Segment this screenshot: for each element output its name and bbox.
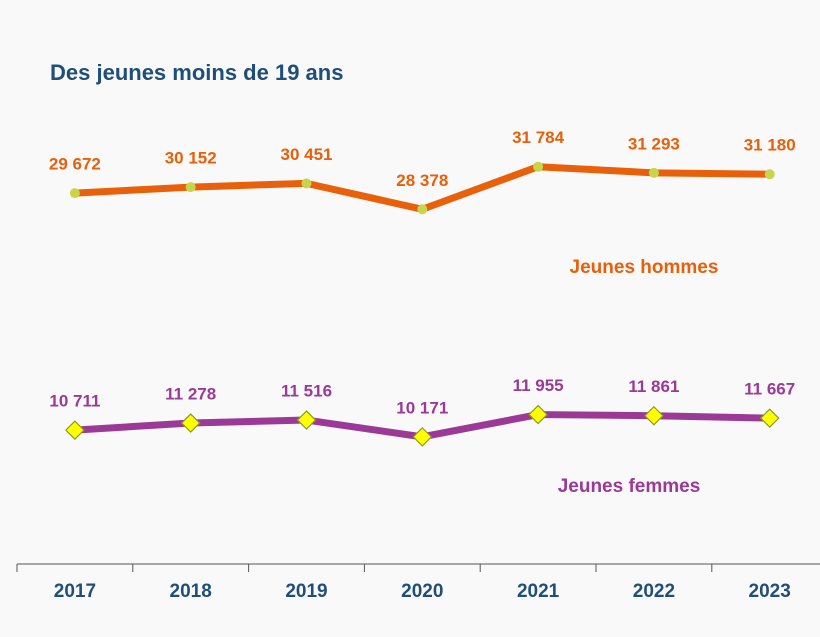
data-label: 28 378 (396, 171, 448, 190)
x-tick-label: 2020 (401, 581, 443, 602)
data-label: 11 955 (513, 376, 564, 395)
data-label: 10 711 (49, 392, 100, 411)
x-tick-label: 2019 (285, 581, 327, 602)
marker (180, 413, 201, 433)
data-label: 30 152 (165, 149, 217, 168)
data-label: 11 861 (628, 377, 679, 396)
marker (759, 408, 780, 429)
data-label: 30 451 (281, 145, 333, 164)
x-tick-label: 2022 (633, 581, 675, 602)
marker (69, 188, 80, 199)
data-label: 31 293 (628, 134, 680, 153)
data-label: 11 667 (744, 380, 795, 399)
marker (301, 178, 312, 189)
marker (764, 169, 775, 180)
marker (648, 167, 659, 178)
data-label: 29 672 (49, 155, 101, 174)
marker (644, 405, 664, 426)
data-label: 11 516 (281, 382, 332, 401)
data-label: 11 278 (165, 385, 216, 404)
x-tick-label: 2017 (54, 581, 96, 602)
marker (185, 182, 196, 193)
marker (65, 420, 85, 440)
x-tick-label: 2021 (517, 581, 560, 602)
chart-title: Des jeunes moins de 19 ans (50, 60, 343, 85)
marker (412, 427, 433, 447)
data-label: 31 180 (744, 136, 796, 155)
data-label: 31 784 (512, 128, 565, 147)
marker (533, 161, 544, 172)
data-label: 10 171 (396, 398, 448, 417)
x-tick-label: 2018 (170, 581, 212, 602)
marker (417, 204, 428, 215)
marker (296, 410, 317, 430)
series-label: Jeunes femmes (558, 476, 701, 497)
marker (528, 404, 548, 425)
x-tick-label: 2023 (749, 581, 791, 602)
series-label: Jeunes hommes (570, 257, 719, 278)
